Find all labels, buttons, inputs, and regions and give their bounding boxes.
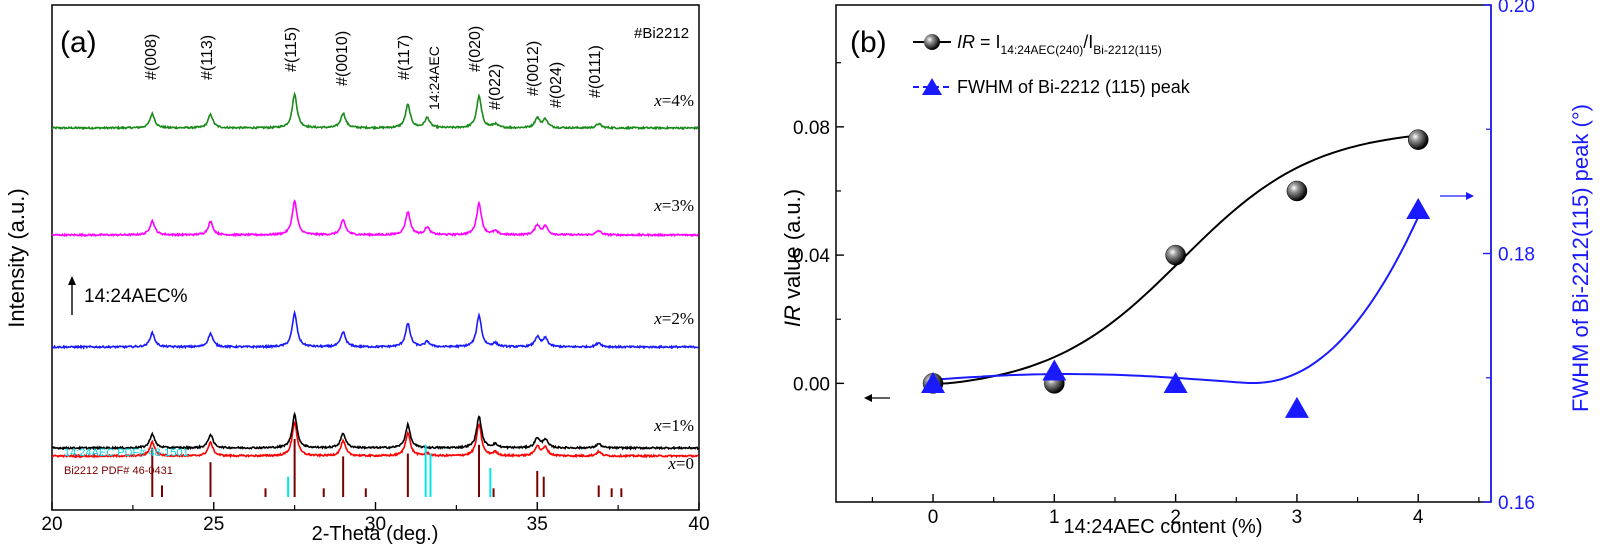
peak-labels: #(008) #(113) #(115) #(0010) #(117) 14:24AEC #… xyxy=(143,26,604,110)
left-arrow-icon xyxy=(864,394,872,402)
peak-label-10: #(0111) xyxy=(587,45,604,98)
legend-fwhm: FWHM of Bi-2212 (115) peak xyxy=(913,77,1191,97)
series-label-2: x=2% xyxy=(653,309,694,328)
peak-label-6: #(020) xyxy=(467,26,484,72)
x-axis-ticks: 20 25 30 35 40 xyxy=(41,502,710,535)
panel-b: (b) IR = I14:24AEC(240)/IBi-2212(115) FW… xyxy=(780,0,1593,538)
trace-2 xyxy=(51,309,699,350)
b-x-tick-label-2: 2 xyxy=(1170,507,1181,528)
series-labels: x=4% x=3% x=2% x=1% x=0 xyxy=(653,91,694,473)
arrow-head-icon xyxy=(68,276,76,285)
y-axis-label: Intensity (a.u.) xyxy=(4,188,29,327)
trace-4 xyxy=(51,411,700,451)
b-left-tick-label-1: 0.04 xyxy=(793,246,830,267)
trace-3 xyxy=(51,420,699,459)
panel-a: (a) #Bi2212 #(008) #(113) #(115) #(0010) #(1… xyxy=(4,4,710,545)
x-tick-label-4: 40 xyxy=(688,514,709,535)
b-right-tick-label-2: 0.20 xyxy=(1498,0,1535,17)
diffraction-traces xyxy=(51,91,700,459)
arrow-note-text: 14:24AEC% xyxy=(84,286,188,307)
ir-point-3 xyxy=(1286,180,1308,202)
peak-label-5: 14:24AEC xyxy=(426,46,442,110)
arrow-note: 14:24AEC% xyxy=(68,276,188,315)
peak-label-3: #(0010) xyxy=(334,31,351,86)
ir-point-2 xyxy=(1165,244,1186,266)
b-x-tick-label-1: 1 xyxy=(1049,507,1060,528)
right-axis-pointer xyxy=(1440,192,1474,200)
series-label-0: x=4% xyxy=(653,91,694,110)
x-tick-label-2: 30 xyxy=(365,514,386,535)
x-tick-label-3: 35 xyxy=(527,514,548,535)
legend-ir-text: IR = I14:24AEC(240)/IBi-2212(115) xyxy=(957,32,1162,57)
axis-ticks: 0 1 2 3 4 0.00 0.04 0.08 0.16 0.18 0.20 xyxy=(793,0,1535,528)
panel-a-label: (a) xyxy=(60,26,97,59)
series-label-4: x=0 xyxy=(667,454,694,473)
ir-fit-curve xyxy=(933,134,1419,385)
peak-label-7: #(022) xyxy=(487,64,504,110)
b-right-tick-label-1: 0.18 xyxy=(1498,245,1535,266)
legend-fwhm-text: FWHM of Bi-2212 (115) peak xyxy=(957,77,1191,97)
x-axis-label: 2-Theta (deg.) xyxy=(312,523,439,545)
b-left-tick-label-2: 0.08 xyxy=(793,118,830,139)
b-x-tick-label-0: 0 xyxy=(928,507,939,528)
trace-1 xyxy=(51,199,699,238)
b-left-tick-label-0: 0.00 xyxy=(793,374,830,395)
x-tick-label-0: 20 xyxy=(41,514,62,535)
peak-label-0: #(008) xyxy=(143,34,160,80)
series-label-1: x=3% xyxy=(653,196,694,215)
x-tick-label-1: 25 xyxy=(203,514,224,535)
reference-patterns xyxy=(151,439,623,497)
peak-label-9: #(024) xyxy=(548,62,565,108)
ir-point-4 xyxy=(1407,129,1429,150)
peak-label-1: #(113) xyxy=(199,35,216,80)
data-points xyxy=(921,129,1431,418)
sphere-marker-icon xyxy=(924,34,940,50)
b-right-tick-label-0: 0.16 xyxy=(1498,493,1535,514)
fwhm-point-2 xyxy=(1163,371,1188,393)
left-axis-label: IR value (a.u.) xyxy=(780,189,805,327)
peak-label-4: #(117) xyxy=(396,35,413,80)
peak-label-2: #(115) xyxy=(283,27,300,72)
legend-ir: IR = I14:24AEC(240)/IBi-2212(115) xyxy=(913,32,1162,57)
series-label-3: x=1% xyxy=(653,416,694,435)
fwhm-fit-curve xyxy=(932,216,1420,385)
legend: IR = I14:24AEC(240)/IBi-2212(115) FWHM o… xyxy=(913,32,1191,97)
ref-legend-aec: 14:24AEC PDF# 48-1501 xyxy=(64,447,189,459)
triangle-marker-icon xyxy=(922,78,942,95)
x-axis-label-b: 14:24AEC content (%) xyxy=(1064,516,1263,538)
right-axis-label: FWHM of Bi-2212(115) peak (°) xyxy=(1568,104,1593,412)
fwhm-point-0 xyxy=(921,371,946,393)
fwhm-point-3 xyxy=(1284,396,1309,418)
peak-label-8: #(0012) xyxy=(525,41,542,96)
ref-legend-bi2212: Bi2212 PDF# 46-0431 xyxy=(64,465,173,477)
b-x-tick-label-3: 3 xyxy=(1292,507,1303,528)
b-x-tick-label-4: 4 xyxy=(1413,507,1424,528)
fwhm-point-4 xyxy=(1406,198,1431,220)
trace-0 xyxy=(51,91,699,131)
fwhm-point-1 xyxy=(1042,359,1067,381)
sample-label: #Bi2212 xyxy=(634,25,689,42)
panel-b-label: (b) xyxy=(850,26,887,59)
left-axis-pointer xyxy=(864,394,890,402)
right-arrow-icon xyxy=(1466,192,1474,200)
